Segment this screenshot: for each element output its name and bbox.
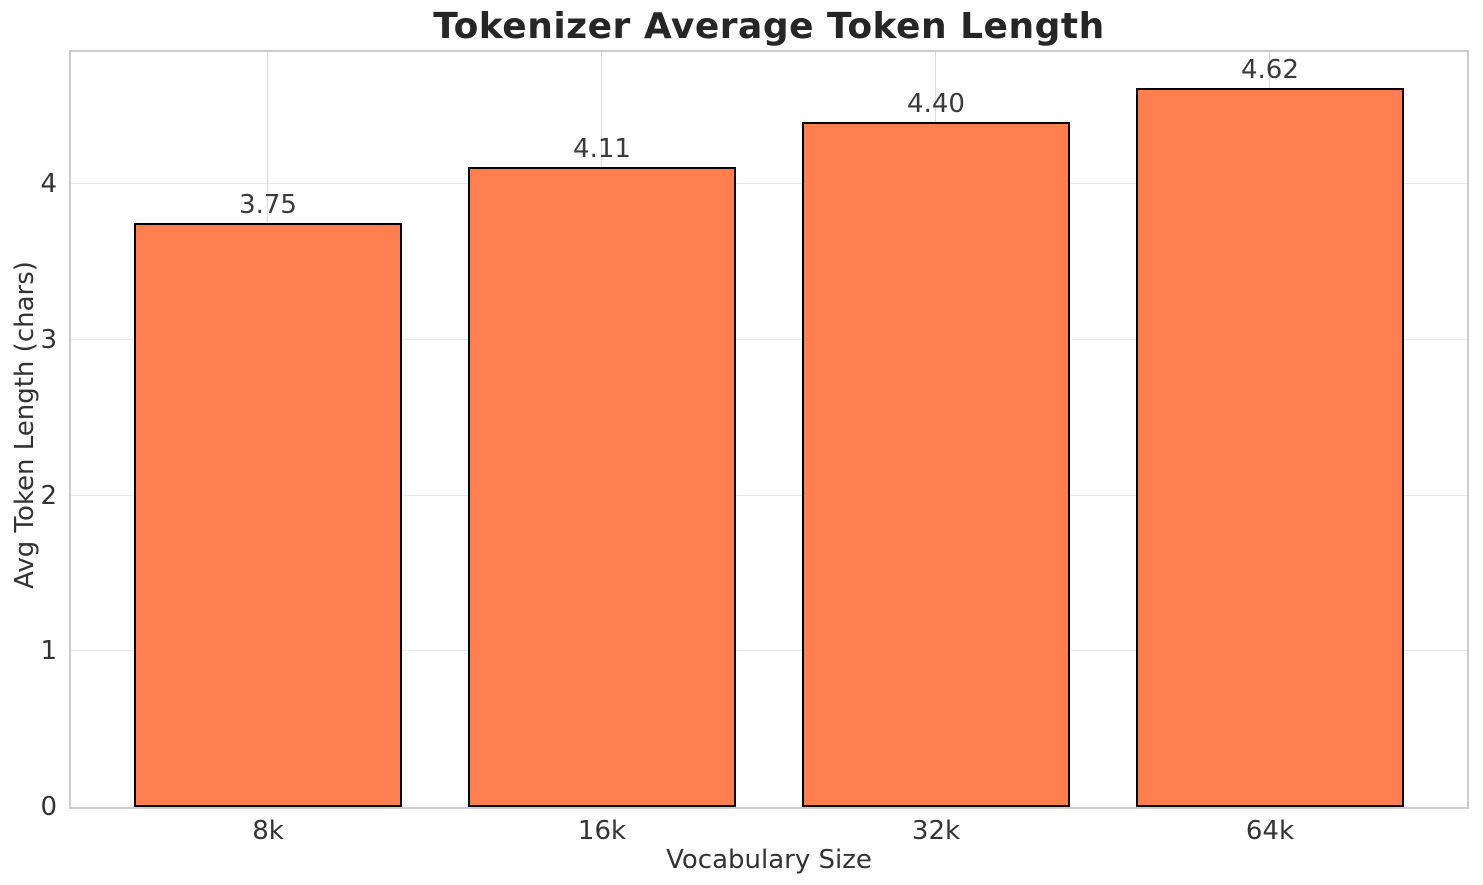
bar-value-label: 4.62 (1241, 54, 1299, 85)
h-gridline (71, 183, 1467, 185)
h-gridline (71, 650, 1467, 652)
y-tick-label: 4 (40, 169, 57, 200)
h-gridline (71, 494, 1467, 496)
y-tick-label: 3 (40, 324, 57, 355)
bar-value-label: 4.40 (907, 89, 965, 120)
y-tick-label: 2 (40, 480, 57, 511)
bar-value-label: 4.11 (573, 134, 631, 165)
plot-area: 3.75 4.11 4.40 4.62 (69, 50, 1469, 809)
bar-value-label: 3.75 (239, 190, 297, 221)
x-tick-label: 16k (577, 816, 627, 846)
x-tick-label: 64k (1245, 816, 1295, 846)
x-axis-label: Vocabulary Size (666, 845, 872, 875)
bar-8k (134, 223, 402, 807)
bar-32k (802, 122, 1070, 807)
y-tick-label: 0 (40, 792, 57, 822)
x-tick-label: 32k (911, 816, 961, 846)
h-gridline (71, 339, 1467, 340)
y-axis-label: Avg Token Length (chars) (10, 261, 40, 589)
bar-64k (1136, 87, 1404, 807)
bar-16k (468, 167, 736, 807)
x-tick-label: 8k (252, 816, 284, 846)
chart-title: Tokenizer Average Token Length (433, 6, 1105, 47)
y-tick-label: 1 (40, 636, 57, 667)
